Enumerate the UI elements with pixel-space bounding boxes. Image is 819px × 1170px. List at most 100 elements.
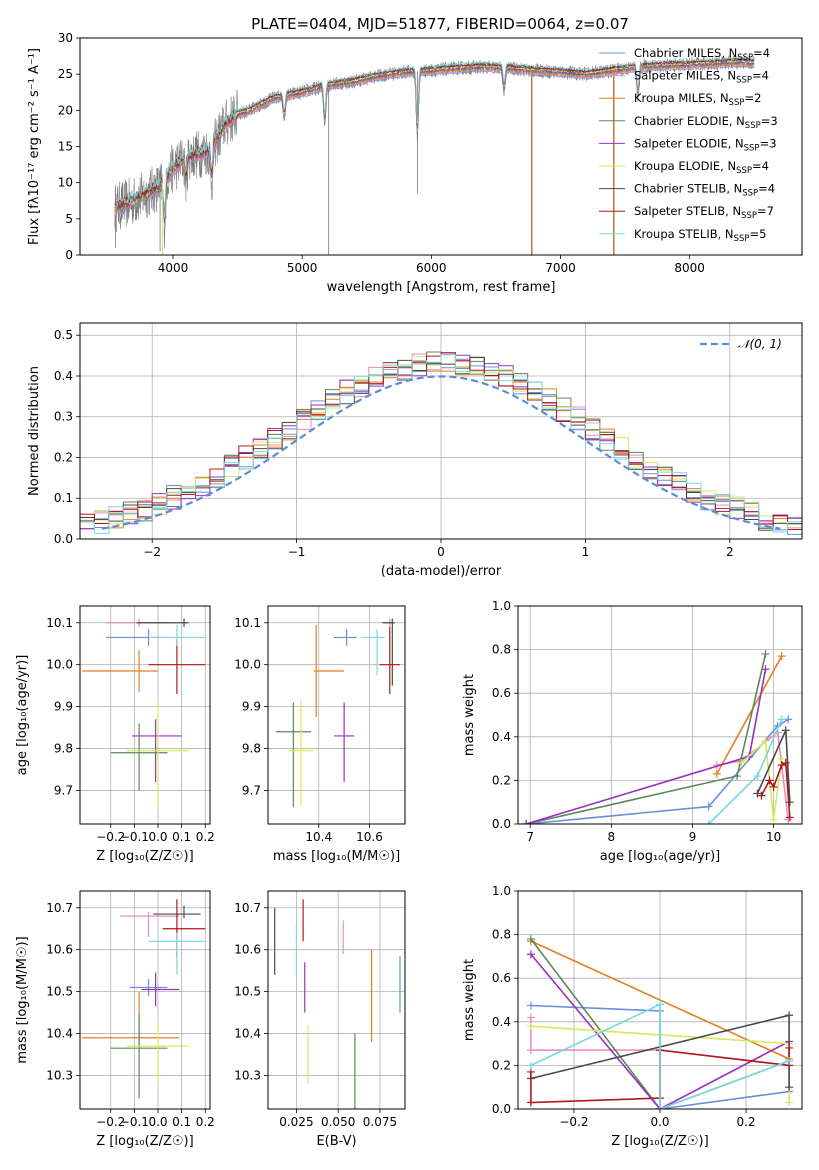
y-tick-label: 10.6 — [234, 943, 261, 957]
axes-frame — [79, 605, 211, 825]
y-tick-label: 1.0 — [492, 884, 511, 898]
weight-marker — [769, 782, 778, 791]
y-tick-label: 0.2 — [492, 773, 511, 787]
y-tick-label: 0.4 — [54, 369, 73, 383]
weight-marker — [704, 802, 713, 811]
y-tick-label: 0.2 — [492, 1058, 511, 1072]
plot-area — [522, 649, 794, 824]
y-tick-label: 10.0 — [46, 658, 73, 672]
x-tick-label: 5000 — [287, 261, 318, 275]
weight-marker — [781, 726, 790, 735]
weight-marker — [785, 1011, 794, 1020]
x-axis-label: wavelength [Angstrom, rest frame] — [327, 280, 556, 295]
panel-age_vs_Z: −0.2−0.1 0.0 0.1 0.2 9.7 9.8 9.9 10.0 10.1 Z [log… — [15, 605, 215, 864]
weight-marker — [753, 789, 762, 798]
weight-marker — [526, 1001, 535, 1010]
weight-line — [760, 761, 791, 818]
x-tick-label: −0.1 — [120, 1115, 149, 1129]
plot-area — [114, 55, 755, 255]
weight-marker — [526, 1046, 535, 1055]
x-tick-label: 0.1 — [172, 830, 191, 844]
weight-marker — [785, 1098, 794, 1107]
y-tick-label: 9.8 — [54, 742, 73, 756]
weight-marker — [785, 1043, 794, 1052]
weight-line — [530, 953, 790, 1109]
legend-label: Salpeter STELIB, NSSP=7 — [634, 204, 774, 221]
normal-curve — [101, 375, 781, 530]
weight-line — [530, 1003, 790, 1109]
axes-frame — [79, 37, 803, 256]
x-tick-label: 8000 — [674, 261, 705, 275]
weight-marker — [761, 665, 770, 674]
x-axis-label: Z [log₁₀(Z/Z☉)] — [96, 849, 193, 864]
weight-marker — [761, 649, 770, 658]
y-tick-label: 0.4 — [492, 730, 511, 744]
weight-marker — [753, 772, 762, 781]
x-tick-label: 0.1 — [172, 1115, 191, 1129]
x-tick-label: 0.0 — [650, 1115, 669, 1129]
weight-marker — [526, 934, 535, 943]
y-tick-label: 10.7 — [46, 901, 73, 915]
x-tick-label: 0 — [437, 545, 445, 559]
panel-weight_vs_age: 7 8 9 10 0.0 0.2 0.4 0.6 0.8 1.0 age [log₁₀(age/yr… — [462, 599, 803, 864]
x-axis-label: mass [log₁₀(M/M☉)] — [273, 849, 400, 864]
y-tick-label: 0.5 — [54, 328, 73, 342]
x-axis-label: Z [log₁₀(Z/Z☉)] — [611, 1134, 708, 1149]
x-axis-label: (data-model)/error — [381, 564, 502, 579]
y-tick-label: 9.9 — [54, 700, 73, 714]
legend-label: Kroupa STELIB, NSSP=5 — [634, 227, 766, 244]
x-tick-label: 1 — [582, 545, 590, 559]
y-tick-label: 10.7 — [234, 901, 261, 915]
y-tick-label: 5 — [65, 212, 73, 226]
y-tick-label: 20 — [58, 103, 73, 117]
x-axis-label: Z [log₁₀(Z/Z☉)] — [96, 1134, 193, 1149]
x-tick-label: 0.025 — [279, 1115, 313, 1129]
x-tick-label: 8 — [607, 830, 615, 844]
x-tick-label: 4000 — [158, 261, 189, 275]
histogram-series — [80, 354, 802, 534]
y-tick-label: 10.3 — [234, 1068, 261, 1082]
plot-area — [526, 934, 794, 1109]
y-tick-label: 0.0 — [54, 532, 73, 546]
y-axis-label: Flux [fλ10⁻¹⁷ erg cm⁻² s⁻¹ A⁻¹] — [27, 48, 42, 245]
panel-mass_vs_Z: −0.2−0.1 0.0 0.1 0.2 10.3 10.4 10.5 10.6 10.7 Z [… — [15, 890, 215, 1149]
y-tick-label: 10 — [58, 176, 73, 190]
y-tick-label: 0.1 — [54, 491, 73, 505]
panel-mass_vs_ebv: 0.025 0.050 0.075 10.3 10.4 10.5 10.6 10.7 E(B-V… — [234, 890, 406, 1149]
legend-label: Salpeter ELODIE, NSSP=3 — [634, 136, 777, 153]
weight-marker — [781, 758, 790, 767]
y-tick-label: 25 — [58, 67, 73, 81]
x-tick-label: −0.1 — [120, 830, 149, 844]
weight-marker — [526, 950, 535, 959]
x-tick-label: 0.0 — [148, 1115, 167, 1129]
weight-marker — [769, 815, 778, 824]
weight-marker — [522, 820, 531, 824]
weight-marker — [526, 1013, 535, 1022]
y-tick-label: 10.0 — [234, 658, 261, 672]
y-tick-label: 10.1 — [46, 616, 73, 630]
y-tick-label: 10.5 — [234, 985, 261, 999]
weight-marker — [757, 791, 766, 800]
x-tick-label: 0.2 — [196, 830, 215, 844]
weight-marker — [777, 715, 786, 724]
y-axis-label: mass [log₁₀(M/M☉)] — [15, 936, 30, 1063]
axes-frame — [517, 605, 803, 825]
y-tick-label: 30 — [58, 31, 73, 45]
y-axis-label: mass weight — [462, 959, 477, 1041]
y-tick-label: 10.6 — [46, 943, 73, 957]
y-axis-label: age [log₁₀(age/yr)] — [15, 655, 30, 776]
plot-area — [82, 899, 206, 1099]
x-axis-label: age [log₁₀(age/yr)] — [600, 849, 721, 864]
y-tick-label: 9.9 — [242, 700, 261, 714]
weight-marker — [785, 813, 794, 822]
model-line — [114, 56, 755, 218]
x-axis-label: E(B-V) — [316, 1134, 356, 1149]
y-tick-label: 0.0 — [492, 1102, 511, 1116]
y-tick-label: 1.0 — [492, 599, 511, 613]
y-axis-label: mass weight — [462, 674, 477, 756]
x-tick-label: 9 — [689, 830, 697, 844]
plot-area — [82, 618, 206, 810]
y-tick-label: 0.6 — [492, 686, 511, 700]
axes-frame — [79, 890, 211, 1110]
